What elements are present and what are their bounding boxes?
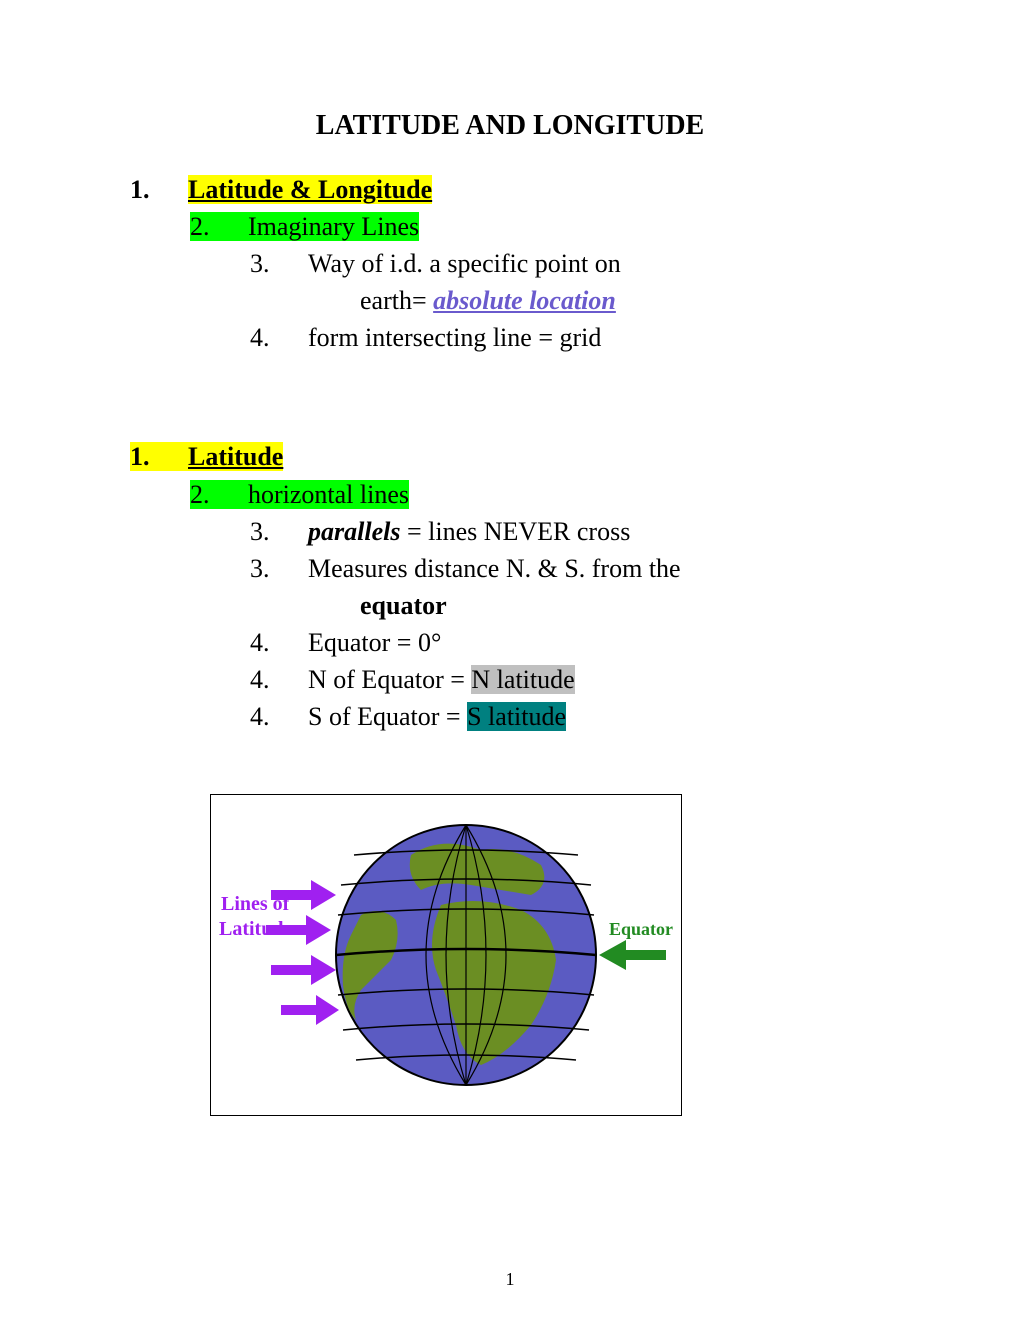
item-text: equator [360, 591, 447, 620]
item-number: 1. [130, 439, 188, 474]
item-text: Measures distance N. & S. from the [308, 554, 681, 583]
page-title: LATITUDE AND LONGITUDE [130, 110, 890, 142]
equator-arrow [599, 940, 666, 970]
item-emph: parallels [308, 517, 400, 546]
lines-of-label: Lines of [221, 893, 290, 915]
outline-item: 1.Latitude & Longitude [130, 172, 890, 207]
item-text: Latitude [188, 442, 283, 471]
outline-item: 3.Measures distance N. & S. from the [250, 551, 890, 586]
item-number: 4. [250, 625, 308, 660]
item-highlight: N latitude [471, 665, 574, 694]
item-text: = lines NEVER cross [400, 517, 630, 546]
item-text: horizontal lines [248, 480, 409, 509]
item-text: N of Equator = [308, 665, 471, 694]
item-text: S of Equator = [308, 702, 467, 731]
outline-item: 2.horizontal lines [190, 477, 890, 512]
outline-item: 4.N of Equator = N latitude [250, 662, 890, 697]
outline-item-cont: earth= absolute location [360, 283, 890, 318]
item-number: 3. [250, 551, 308, 586]
item-highlight: S latitude [467, 702, 566, 731]
absolute-location-link[interactable]: absolute location [433, 286, 616, 315]
outline-item: 2.Imaginary Lines [190, 209, 890, 244]
item-text: Latitude & Longitude [188, 175, 432, 204]
latitude-label: Latitude [219, 918, 292, 940]
item-text: Imaginary Lines [248, 212, 419, 241]
outline-item: 1.Latitude [130, 439, 890, 474]
outline-item-cont: equator [360, 588, 890, 623]
item-number: 3. [250, 246, 308, 281]
equator-label: Equator [609, 919, 673, 939]
outline-item: 4.form intersecting line = grid [250, 320, 890, 355]
item-number: 2. [190, 209, 248, 244]
outline-item: 4.S of Equator = S latitude [250, 699, 890, 734]
globe-diagram: Lines of Latitude Equator [210, 794, 682, 1116]
item-text: Way of i.d. a specific point on [308, 249, 621, 278]
outline-item: 4.Equator = 0° [250, 625, 890, 660]
item-number: 4. [250, 320, 308, 355]
item-number: 3. [250, 514, 308, 549]
page-number: 1 [506, 1269, 515, 1290]
item-number: 4. [250, 699, 308, 734]
outline-item: 3.parallels = lines NEVER cross [250, 514, 890, 549]
item-text: earth= [360, 286, 433, 315]
item-number: 4. [250, 662, 308, 697]
outline-item: 3.Way of i.d. a specific point on [250, 246, 890, 281]
item-text: form intersecting line = grid [308, 323, 601, 352]
item-number: 2. [190, 477, 248, 512]
item-text: Equator = 0° [308, 628, 441, 657]
item-number: 1. [130, 172, 188, 207]
